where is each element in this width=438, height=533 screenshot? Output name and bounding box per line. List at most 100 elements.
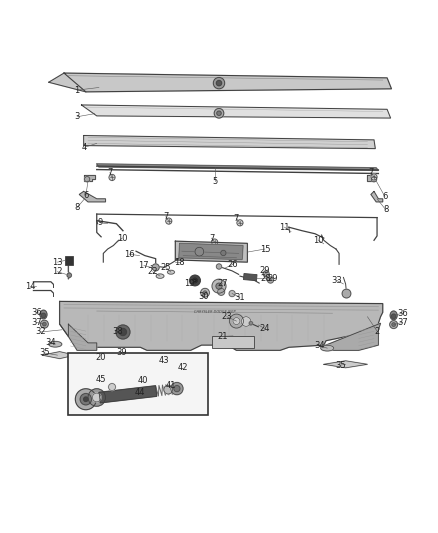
Text: 33: 33 bbox=[332, 276, 342, 285]
Circle shape bbox=[80, 393, 92, 405]
Circle shape bbox=[84, 397, 88, 401]
Text: 30: 30 bbox=[198, 292, 209, 301]
Text: 29: 29 bbox=[260, 266, 270, 276]
Circle shape bbox=[216, 264, 222, 269]
Polygon shape bbox=[367, 175, 376, 181]
Circle shape bbox=[218, 288, 225, 295]
Circle shape bbox=[67, 273, 71, 277]
Circle shape bbox=[217, 111, 221, 116]
Circle shape bbox=[85, 176, 90, 182]
Text: 34: 34 bbox=[314, 342, 325, 351]
Ellipse shape bbox=[167, 270, 174, 274]
Circle shape bbox=[164, 385, 173, 394]
Circle shape bbox=[88, 389, 106, 406]
Text: 40: 40 bbox=[138, 376, 148, 384]
Text: 35: 35 bbox=[335, 361, 346, 370]
Text: 38: 38 bbox=[112, 327, 123, 336]
Circle shape bbox=[195, 247, 204, 256]
Text: 17: 17 bbox=[138, 261, 149, 270]
Circle shape bbox=[152, 264, 159, 271]
Text: 18: 18 bbox=[174, 257, 185, 266]
Circle shape bbox=[390, 321, 398, 328]
Circle shape bbox=[75, 389, 96, 410]
Text: 24: 24 bbox=[260, 324, 270, 333]
Text: 36: 36 bbox=[31, 308, 42, 317]
Text: 19: 19 bbox=[184, 279, 194, 288]
Circle shape bbox=[212, 239, 218, 245]
Text: 11: 11 bbox=[279, 223, 290, 232]
Circle shape bbox=[203, 291, 207, 294]
Text: 28: 28 bbox=[261, 274, 272, 283]
Text: 7: 7 bbox=[368, 168, 374, 177]
Circle shape bbox=[233, 318, 240, 325]
Text: 37: 37 bbox=[31, 318, 42, 327]
Circle shape bbox=[237, 220, 243, 226]
Circle shape bbox=[214, 108, 224, 118]
Ellipse shape bbox=[40, 310, 47, 319]
Text: 1: 1 bbox=[74, 86, 80, 95]
Text: 8: 8 bbox=[383, 205, 389, 214]
Text: 13: 13 bbox=[52, 257, 63, 266]
Text: 7: 7 bbox=[234, 214, 239, 223]
Text: 10: 10 bbox=[117, 233, 127, 243]
Circle shape bbox=[371, 174, 377, 180]
Text: 8: 8 bbox=[74, 203, 80, 212]
Circle shape bbox=[230, 314, 244, 328]
Polygon shape bbox=[99, 386, 157, 403]
Circle shape bbox=[212, 279, 226, 293]
Circle shape bbox=[116, 325, 130, 339]
Text: 12: 12 bbox=[52, 267, 63, 276]
Polygon shape bbox=[175, 241, 247, 262]
Polygon shape bbox=[60, 302, 383, 350]
Circle shape bbox=[171, 383, 183, 395]
Text: 10: 10 bbox=[313, 236, 324, 245]
Polygon shape bbox=[49, 73, 86, 92]
Polygon shape bbox=[84, 135, 375, 149]
Circle shape bbox=[342, 289, 351, 298]
Text: 32: 32 bbox=[35, 327, 46, 336]
Text: 41: 41 bbox=[166, 381, 176, 390]
Circle shape bbox=[166, 218, 172, 224]
Text: 9: 9 bbox=[98, 219, 103, 228]
Text: CHRYSLER DODGE JEEP: CHRYSLER DODGE JEEP bbox=[194, 310, 236, 314]
Text: 45: 45 bbox=[96, 375, 106, 384]
Circle shape bbox=[174, 385, 180, 392]
Text: 22: 22 bbox=[147, 267, 158, 276]
Text: 15: 15 bbox=[260, 245, 270, 254]
Circle shape bbox=[241, 317, 251, 326]
Circle shape bbox=[268, 277, 274, 283]
Circle shape bbox=[120, 328, 127, 335]
Circle shape bbox=[190, 275, 200, 286]
Ellipse shape bbox=[321, 345, 334, 351]
Polygon shape bbox=[68, 324, 97, 350]
Text: 34: 34 bbox=[46, 338, 56, 347]
Text: 39: 39 bbox=[117, 349, 127, 358]
Circle shape bbox=[221, 251, 226, 256]
Ellipse shape bbox=[156, 274, 164, 278]
Circle shape bbox=[216, 80, 222, 86]
Text: 21: 21 bbox=[217, 332, 228, 341]
Bar bbox=[65, 256, 73, 265]
Circle shape bbox=[392, 323, 396, 326]
Polygon shape bbox=[84, 175, 95, 181]
Polygon shape bbox=[371, 191, 383, 202]
Bar bbox=[244, 273, 257, 281]
Text: 5: 5 bbox=[212, 177, 217, 186]
Text: 37: 37 bbox=[397, 318, 408, 327]
Circle shape bbox=[229, 290, 235, 297]
Polygon shape bbox=[179, 244, 243, 260]
Text: 23: 23 bbox=[222, 312, 232, 321]
Polygon shape bbox=[81, 105, 391, 118]
Ellipse shape bbox=[49, 341, 62, 347]
Bar bbox=[68, 353, 208, 415]
Text: 36: 36 bbox=[397, 309, 408, 318]
Circle shape bbox=[193, 278, 197, 282]
Polygon shape bbox=[79, 191, 106, 202]
Text: 7: 7 bbox=[163, 212, 169, 221]
Text: 6: 6 bbox=[382, 192, 388, 201]
Text: 4: 4 bbox=[82, 143, 87, 152]
Circle shape bbox=[392, 314, 396, 318]
Circle shape bbox=[201, 288, 209, 297]
Text: 26: 26 bbox=[228, 260, 238, 269]
Text: 14: 14 bbox=[25, 281, 35, 290]
